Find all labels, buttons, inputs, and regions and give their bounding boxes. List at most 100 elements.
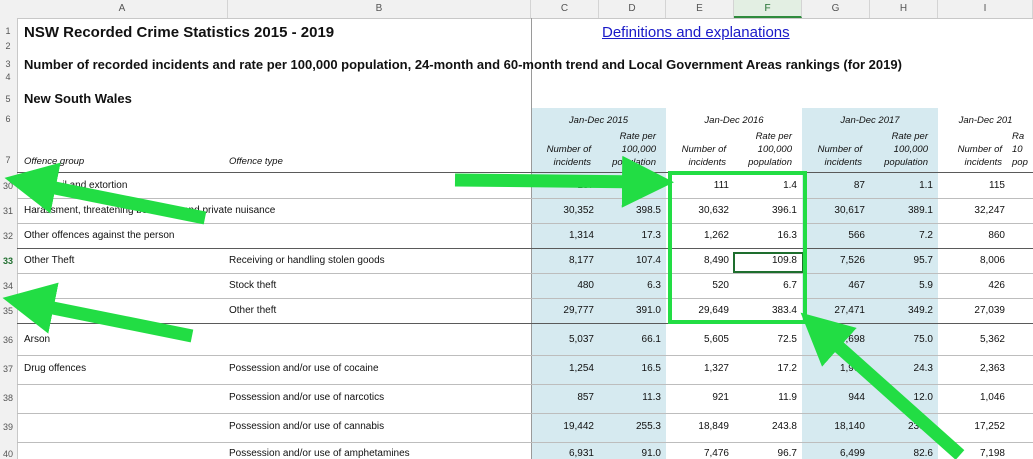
value-cell[interactable]: 2,363 [979,363,1005,374]
offence-type-cell[interactable]: Receiving or handling stolen goods [229,255,385,266]
value-cell[interactable]: 11.3 [642,392,661,403]
value-cell[interactable]: 137 [577,180,594,191]
value-cell[interactable]: 7,476 [703,448,729,459]
value-cell[interactable]: 7.2 [919,230,933,241]
offence-group-cell[interactable]: Other offences against the person [24,230,175,241]
value-cell[interactable]: 230.6 [907,421,933,432]
value-cell[interactable]: 383.4 [771,305,797,316]
value-cell[interactable]: 480 [577,280,594,291]
value-cell[interactable]: 5,698 [839,334,865,345]
value-cell[interactable]: 18,140 [834,421,865,432]
value-cell[interactable]: 5.9 [919,280,933,291]
row-header-5[interactable]: 5 [5,94,11,104]
value-cell[interactable]: 1,254 [568,363,594,374]
value-cell[interactable]: 72.5 [777,334,797,345]
row-header-37[interactable]: 37 [2,364,13,374]
value-cell[interactable]: 944 [848,392,865,403]
value-cell[interactable]: 30,617 [834,205,865,216]
value-cell[interactable]: 7,526 [839,255,865,266]
offence-group-cell[interactable]: Arson [24,334,51,345]
row-header-32[interactable]: 32 [2,231,13,241]
value-cell[interactable]: 17.3 [641,230,661,241]
value-cell[interactable]: 1,046 [979,392,1005,403]
value-cell[interactable]: 17,252 [974,421,1005,432]
value-cell[interactable]: 17.2 [777,363,797,374]
offence-group-cell[interactable]: Drug offences [24,363,87,374]
value-cell[interactable]: 27,471 [834,305,865,316]
offence-type-cell[interactable]: Stock theft [229,280,277,291]
row-header-31[interactable]: 31 [2,206,13,216]
value-cell[interactable]: 396.1 [771,205,797,216]
value-cell[interactable]: 29,649 [698,305,729,316]
row-header-40[interactable]: 40 [2,449,13,459]
value-cell[interactable]: 8,490 [703,255,729,266]
value-cell[interactable]: 255.3 [635,421,661,432]
row-header-6[interactable]: 6 [5,114,11,124]
row-header-36[interactable]: 36 [2,335,13,345]
row-header-34[interactable]: 34 [2,281,13,291]
value-cell[interactable]: 7,198 [979,448,1005,459]
value-cell[interactable]: 8,177 [568,255,594,266]
value-cell[interactable]: 349.2 [907,305,933,316]
value-cell[interactable]: 82.6 [913,448,933,459]
value-cell[interactable]: 107.4 [635,255,661,266]
value-cell[interactable]: 30,352 [563,205,594,216]
value-cell[interactable]: 426 [988,280,1005,291]
value-cell[interactable]: 1,900 [839,363,865,374]
row-header-38[interactable]: 38 [2,393,13,403]
value-cell[interactable]: 66.1 [641,334,661,345]
value-cell[interactable]: 243.8 [771,421,797,432]
value-cell[interactable]: 111 [713,180,729,191]
offence-type-cell[interactable]: Other theft [229,305,277,316]
row-header-1[interactable]: 1 [5,26,11,36]
offence-group-cell[interactable]: Blackmail and extortion [24,180,128,191]
row-header-35[interactable]: 35 [2,306,13,316]
column-header-f[interactable]: F [734,0,802,18]
column-header-b[interactable]: B [228,0,531,18]
value-cell[interactable]: 29,777 [563,305,594,316]
value-cell[interactable]: 5,605 [703,334,729,345]
row-header-3[interactable]: 3 [5,59,11,69]
value-cell[interactable]: 11.9 [778,392,797,403]
value-cell[interactable]: 87 [853,180,865,191]
row-header-2[interactable]: 2 [5,41,11,51]
value-cell[interactable]: 860 [988,230,1005,241]
column-header-g[interactable]: G [802,0,870,18]
value-cell[interactable]: 6,499 [839,448,865,459]
value-cell[interactable]: 921 [712,392,729,403]
value-cell[interactable]: 1.8 [647,180,661,191]
value-cell[interactable]: 16.3 [777,230,797,241]
value-cell[interactable]: 857 [577,392,594,403]
value-cell[interactable]: 30,632 [698,205,729,216]
value-cell[interactable]: 24.3 [913,363,933,374]
value-cell[interactable]: 8,006 [979,255,1005,266]
value-cell[interactable]: 1,262 [703,230,729,241]
offence-group-cell[interactable]: Other Theft [24,255,75,266]
offence-type-cell[interactable]: Possession and/or use of cocaine [229,363,379,374]
column-header-i[interactable]: I [938,0,1033,18]
value-cell[interactable]: 398.5 [635,205,661,216]
row-header-30[interactable]: 30 [2,181,13,191]
column-header-h[interactable]: H [870,0,938,18]
value-cell[interactable]: 96.7 [777,448,797,459]
value-cell[interactable]: 391.0 [635,305,661,316]
value-cell[interactable]: 5,362 [979,334,1005,345]
value-cell[interactable]: 6,931 [568,448,594,459]
value-cell[interactable]: 520 [712,280,729,291]
value-cell[interactable]: 5,037 [568,334,594,345]
value-cell[interactable]: 389.1 [907,205,933,216]
value-cell[interactable]: 115 [989,180,1005,191]
value-cell[interactable]: 1,327 [703,363,729,374]
column-header-d[interactable]: D [599,0,666,18]
value-cell[interactable]: 109.8 [771,255,797,266]
value-cell[interactable]: 75.0 [913,334,933,345]
column-header-a[interactable]: A [17,0,228,18]
value-cell[interactable]: 1,314 [568,230,594,241]
value-cell[interactable]: 6.3 [647,280,661,291]
row-header-7[interactable]: 7 [5,155,11,165]
value-cell[interactable]: 16.5 [641,363,661,374]
value-cell[interactable]: 1.4 [783,180,797,191]
offence-type-cell[interactable]: Possession and/or use of amphetamines [229,448,410,459]
value-cell[interactable]: 91.0 [641,448,661,459]
value-cell[interactable]: 467 [848,280,865,291]
